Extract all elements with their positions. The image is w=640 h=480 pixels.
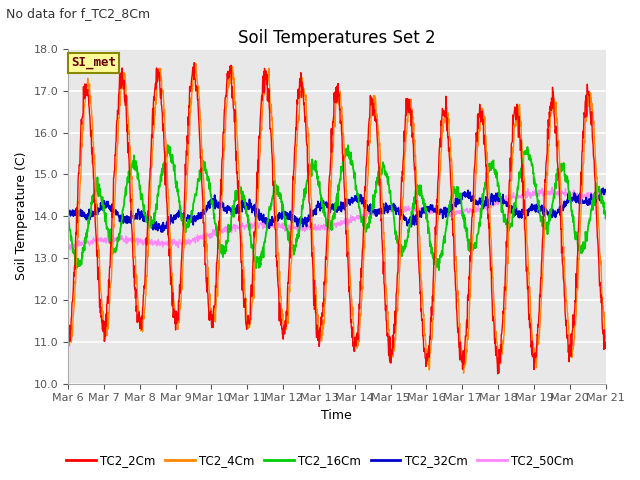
TC2_2Cm xyxy=(314,322,321,328)
TC2_2Cm xyxy=(191,60,198,65)
Legend: TC2_2Cm, TC2_4Cm, TC2_16Cm, TC2_32Cm, TC2_50Cm: TC2_2Cm, TC2_4Cm, TC2_16Cm, TC2_32Cm, TC… xyxy=(61,449,579,472)
X-axis label: Time: Time xyxy=(321,409,352,422)
TC2_32Cm xyxy=(304,216,312,221)
TC2_50Cm xyxy=(314,227,321,232)
TC2_2Cm xyxy=(106,264,113,270)
TC2_16Cm xyxy=(164,142,172,148)
TC2_32Cm xyxy=(599,185,607,191)
TC2_16Cm xyxy=(64,209,72,215)
TC2_2Cm xyxy=(127,220,135,226)
TC2_50Cm xyxy=(602,192,609,197)
TC2_16Cm xyxy=(127,161,135,167)
TC2_4Cm xyxy=(192,60,200,66)
TC2_32Cm xyxy=(371,210,378,216)
Text: SI_met: SI_met xyxy=(71,57,116,70)
TC2_2Cm xyxy=(371,108,378,114)
TC2_16Cm xyxy=(435,267,443,273)
TC2_32Cm xyxy=(157,229,165,235)
Text: No data for f_TC2_8Cm: No data for f_TC2_8Cm xyxy=(6,7,150,20)
TC2_16Cm xyxy=(314,176,321,181)
TC2_2Cm xyxy=(292,114,300,120)
TC2_32Cm xyxy=(314,203,321,209)
TC2_50Cm xyxy=(292,223,300,229)
TC2_2Cm xyxy=(494,371,502,377)
TC2_4Cm xyxy=(304,125,312,131)
TC2_16Cm xyxy=(304,178,312,184)
TC2_16Cm xyxy=(106,240,113,246)
Line: TC2_16Cm: TC2_16Cm xyxy=(68,145,605,270)
TC2_50Cm xyxy=(548,184,556,190)
TC2_50Cm xyxy=(304,222,312,228)
Line: TC2_2Cm: TC2_2Cm xyxy=(68,62,605,374)
TC2_16Cm xyxy=(371,193,378,199)
TC2_32Cm xyxy=(292,218,300,224)
TC2_4Cm xyxy=(292,142,300,148)
TC2_2Cm xyxy=(304,168,312,174)
Line: TC2_4Cm: TC2_4Cm xyxy=(68,63,605,373)
TC2_16Cm xyxy=(292,235,300,241)
TC2_2Cm xyxy=(602,339,609,345)
Line: TC2_32Cm: TC2_32Cm xyxy=(68,188,605,232)
TC2_32Cm xyxy=(127,214,135,219)
TC2_32Cm xyxy=(602,187,609,192)
TC2_32Cm xyxy=(64,208,72,214)
TC2_50Cm xyxy=(371,209,378,215)
TC2_4Cm xyxy=(371,106,378,112)
TC2_32Cm xyxy=(106,203,113,208)
TC2_50Cm xyxy=(64,241,72,247)
TC2_4Cm xyxy=(602,333,609,339)
TC2_4Cm xyxy=(314,307,321,312)
Y-axis label: Soil Temperature (C): Soil Temperature (C) xyxy=(15,152,28,280)
TC2_50Cm xyxy=(128,240,136,246)
TC2_4Cm xyxy=(64,333,72,338)
TC2_4Cm xyxy=(127,176,135,182)
TC2_50Cm xyxy=(106,234,114,240)
TC2_4Cm xyxy=(106,299,113,304)
TC2_16Cm xyxy=(602,216,609,221)
TC2_50Cm xyxy=(70,247,77,252)
Title: Soil Temperatures Set 2: Soil Temperatures Set 2 xyxy=(238,29,436,48)
Line: TC2_50Cm: TC2_50Cm xyxy=(68,187,605,250)
TC2_2Cm xyxy=(64,328,72,334)
TC2_4Cm xyxy=(460,370,467,376)
